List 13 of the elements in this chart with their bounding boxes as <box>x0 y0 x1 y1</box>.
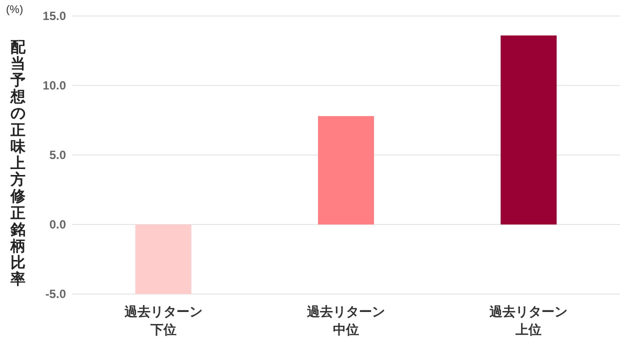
bar <box>135 224 192 294</box>
text: (%) <box>6 4 24 16</box>
y-tick-label: 15.0 <box>42 9 66 23</box>
y-tick-label: 5.0 <box>49 148 66 162</box>
x-tick-label: 過去リターン中位 <box>306 304 385 337</box>
y-tick-label: 0.0 <box>49 218 66 232</box>
text: 配当予想の正味上方修正銘柄比率 <box>10 38 26 288</box>
bar <box>318 116 374 224</box>
x-tick-label: 過去リターン上位 <box>488 304 568 337</box>
bar <box>500 35 557 224</box>
y-tick-label: -5.0 <box>45 287 66 301</box>
y-tick-label: 10.0 <box>42 78 66 92</box>
x-tick-label: 過去リターン下位 <box>123 304 202 337</box>
